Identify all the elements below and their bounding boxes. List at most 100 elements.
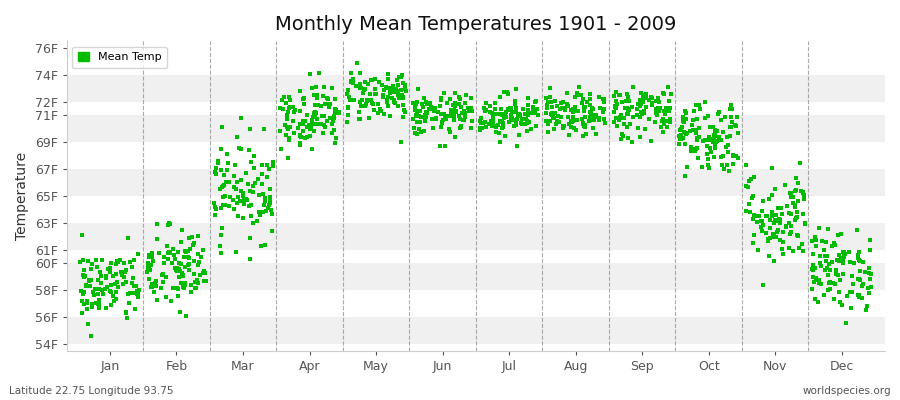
Point bbox=[575, 116, 590, 122]
Point bbox=[610, 123, 625, 130]
Point bbox=[707, 132, 722, 138]
Point bbox=[303, 124, 318, 131]
Point bbox=[842, 289, 857, 295]
Point bbox=[167, 252, 182, 259]
Point bbox=[314, 102, 328, 109]
Point bbox=[265, 227, 279, 234]
Point bbox=[778, 182, 792, 188]
Point bbox=[750, 218, 764, 225]
Point bbox=[149, 236, 164, 242]
Point bbox=[87, 286, 102, 292]
Point bbox=[845, 288, 859, 295]
Point bbox=[142, 276, 157, 282]
Point bbox=[182, 255, 196, 262]
Point bbox=[796, 189, 810, 195]
Point bbox=[829, 271, 843, 277]
Text: worldspecies.org: worldspecies.org bbox=[803, 386, 891, 396]
Point bbox=[578, 104, 592, 110]
Point bbox=[507, 123, 521, 129]
Point bbox=[489, 124, 503, 130]
Point bbox=[178, 264, 193, 270]
Point bbox=[409, 101, 423, 108]
Point bbox=[863, 246, 878, 253]
Point bbox=[445, 108, 459, 114]
Point bbox=[457, 114, 472, 120]
Point bbox=[230, 179, 244, 185]
Point bbox=[708, 138, 723, 145]
Point bbox=[724, 114, 739, 120]
Point bbox=[834, 230, 849, 237]
Point bbox=[378, 84, 392, 90]
Point bbox=[178, 280, 193, 286]
Point bbox=[214, 205, 229, 211]
Point bbox=[84, 333, 98, 340]
Point bbox=[172, 260, 186, 267]
Point bbox=[531, 112, 545, 118]
Point bbox=[691, 102, 706, 108]
Point bbox=[292, 108, 307, 114]
Point bbox=[387, 98, 401, 105]
Point bbox=[657, 121, 671, 127]
Point bbox=[725, 106, 740, 112]
Point bbox=[677, 119, 691, 126]
Point bbox=[598, 116, 612, 122]
Point bbox=[850, 276, 865, 282]
Point bbox=[832, 257, 847, 264]
Point bbox=[81, 321, 95, 328]
Point bbox=[213, 243, 228, 249]
Point bbox=[230, 213, 245, 220]
Point bbox=[577, 123, 591, 130]
Point bbox=[86, 289, 100, 295]
Point bbox=[364, 97, 378, 104]
Point bbox=[212, 185, 227, 192]
Point bbox=[742, 200, 756, 207]
Point bbox=[119, 266, 133, 273]
Point bbox=[561, 114, 575, 121]
Point bbox=[751, 247, 765, 254]
Point bbox=[636, 96, 651, 102]
Point bbox=[607, 109, 621, 115]
Point bbox=[701, 113, 716, 119]
Point bbox=[639, 94, 653, 101]
Point bbox=[418, 112, 432, 118]
Point bbox=[721, 148, 735, 155]
Point bbox=[662, 84, 676, 90]
Point bbox=[252, 192, 266, 199]
Point bbox=[577, 108, 591, 114]
Point bbox=[411, 113, 426, 119]
Point bbox=[644, 100, 659, 106]
Point bbox=[344, 78, 358, 85]
Point bbox=[296, 128, 310, 134]
Point bbox=[515, 121, 529, 128]
Point bbox=[310, 102, 325, 108]
Point bbox=[283, 124, 297, 131]
Point bbox=[486, 120, 500, 126]
Point bbox=[673, 125, 688, 132]
Point bbox=[503, 112, 517, 118]
Point bbox=[115, 270, 130, 277]
Point bbox=[308, 102, 322, 109]
Point bbox=[235, 215, 249, 222]
Point bbox=[561, 103, 575, 109]
Point bbox=[293, 132, 308, 139]
Point bbox=[852, 256, 867, 263]
Point bbox=[485, 110, 500, 116]
Point bbox=[300, 123, 314, 130]
Point bbox=[663, 119, 678, 126]
Point bbox=[823, 279, 837, 286]
Point bbox=[756, 282, 770, 288]
Point bbox=[556, 122, 571, 129]
Point bbox=[575, 121, 590, 128]
Point bbox=[353, 85, 367, 92]
Point bbox=[836, 260, 850, 266]
Point bbox=[825, 243, 840, 249]
Point bbox=[568, 108, 582, 114]
Point bbox=[305, 117, 320, 124]
Point bbox=[236, 192, 250, 199]
Point bbox=[508, 104, 523, 111]
Point bbox=[216, 194, 230, 201]
Point bbox=[211, 158, 225, 164]
Point bbox=[760, 213, 774, 219]
Point bbox=[356, 87, 371, 94]
Point bbox=[406, 100, 420, 106]
